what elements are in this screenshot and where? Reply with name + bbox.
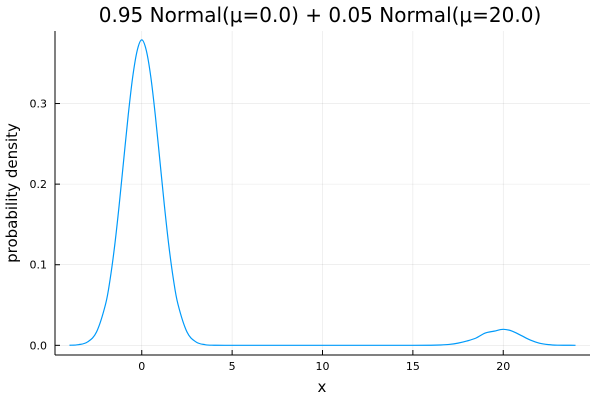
x-tick-label: 20 <box>496 360 510 373</box>
density-series-line <box>69 39 576 346</box>
y-tick-label: 0.0 <box>30 339 48 352</box>
x-tick-label: 15 <box>406 360 420 373</box>
grid-layer <box>55 31 590 355</box>
y-axis-label: probability density <box>3 123 21 263</box>
y-tick-label: 0.2 <box>30 178 48 191</box>
x-tick-label: 10 <box>316 360 330 373</box>
ticks-layer: 0 5 10 15 20 0.0 0.1 0.2 0.3 <box>30 98 511 373</box>
y-tick-label: 0.3 <box>30 98 48 111</box>
series-layer <box>69 39 576 346</box>
x-tick-label: 5 <box>229 360 236 373</box>
y-tick-label: 0.1 <box>30 259 48 272</box>
chart-title: 0.95 Normal(μ=0.0) + 0.05 Normal(μ=20.0) <box>99 3 542 27</box>
x-axis-label: x <box>318 378 327 396</box>
x-tick-label: 0 <box>138 360 145 373</box>
